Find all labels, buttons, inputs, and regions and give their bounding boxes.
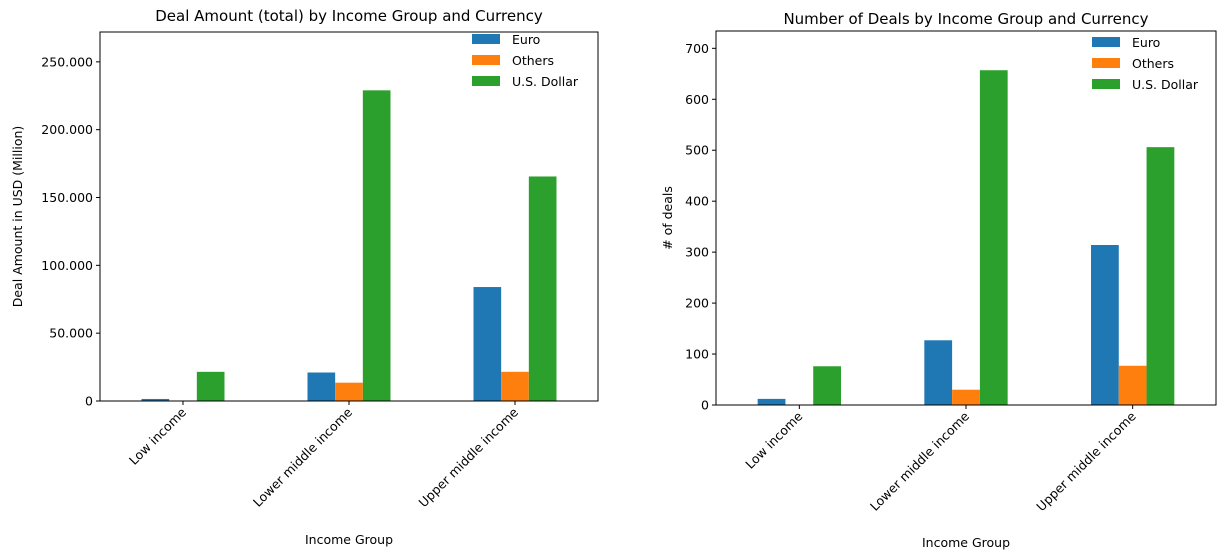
y-axis-label: # of deals xyxy=(660,186,675,250)
x-axis-label: Income Group xyxy=(305,532,393,547)
x-axis-label: Income Group xyxy=(922,535,1010,550)
bar-others-lower-middle-income xyxy=(335,382,363,401)
y-axis-label: Deal Amount in USD (Million) xyxy=(10,126,25,308)
bar-u-s-dollar-low-income xyxy=(813,366,841,405)
bar-others-upper-middle-income xyxy=(1118,365,1147,405)
chart-1: Deal Amount (total) by Income Group and … xyxy=(10,7,599,547)
chart-2: Number of Deals by Income Group and Curr… xyxy=(660,10,1217,550)
legend-label-euro: Euro xyxy=(1132,35,1160,50)
y-tick-label: 0 xyxy=(701,398,709,413)
y-tick-label: 600 xyxy=(685,92,709,107)
bar-others-lower-middle-income xyxy=(952,389,980,405)
x-tick-label: Low income xyxy=(742,408,805,471)
bar-u-s-dollar-upper-middle-income xyxy=(528,176,557,401)
y-tick-label: 700 xyxy=(685,41,709,56)
legend-label-u-s-dollar: U.S. Dollar xyxy=(1132,77,1199,92)
bar-euro-upper-middle-income xyxy=(1091,245,1119,405)
y-tick-label: 100.000 xyxy=(41,258,93,273)
legend-swatch-u-s-dollar xyxy=(472,76,500,86)
bar-u-s-dollar-low-income xyxy=(196,371,225,401)
x-tick-label: Low income xyxy=(126,404,189,467)
bar-others-upper-middle-income xyxy=(501,371,529,401)
bar-euro-upper-middle-income xyxy=(473,287,502,401)
y-tick-label: 300 xyxy=(685,245,709,260)
y-tick-label: 50.000 xyxy=(49,326,93,341)
y-tick-label: 200.000 xyxy=(41,122,93,137)
x-tick-label: Upper middle income xyxy=(416,404,522,510)
y-tick-label: 250.000 xyxy=(41,54,93,69)
chart-title: Deal Amount (total) by Income Group and … xyxy=(155,7,543,25)
legend-label-euro: Euro xyxy=(512,32,540,47)
bar-euro-low-income xyxy=(141,398,170,401)
bar-euro-low-income xyxy=(757,398,786,405)
y-tick-label: 150.000 xyxy=(41,190,93,205)
legend-swatch-euro xyxy=(472,34,500,44)
bar-euro-lower-middle-income xyxy=(924,340,953,405)
x-tick-label: Upper middle income xyxy=(1033,408,1139,514)
bar-euro-lower-middle-income xyxy=(307,372,336,401)
y-tick-label: 0 xyxy=(85,394,93,409)
chart-title: Number of Deals by Income Group and Curr… xyxy=(783,10,1148,28)
legend: Euro Others U.S. Dollar xyxy=(472,32,579,89)
legend-swatch-euro xyxy=(1092,37,1120,47)
y-tick-label: 500 xyxy=(685,143,709,158)
x-tick-label: Lower middle income xyxy=(867,408,972,513)
bar-u-s-dollar-lower-middle-income xyxy=(362,90,391,401)
y-tick-label: 100 xyxy=(685,347,709,362)
legend: Euro Others U.S. Dollar xyxy=(1092,35,1199,92)
y-tick-label: 200 xyxy=(685,296,709,311)
legend-label-others: Others xyxy=(1132,56,1174,71)
legend-swatch-others xyxy=(1092,58,1120,68)
bar-u-s-dollar-lower-middle-income xyxy=(979,70,1008,406)
legend-label-u-s-dollar: U.S. Dollar xyxy=(512,74,579,89)
legend-swatch-u-s-dollar xyxy=(1092,79,1120,89)
x-tick-label: Lower middle income xyxy=(250,404,355,509)
legend-swatch-others xyxy=(472,55,500,65)
legend-label-others: Others xyxy=(512,53,554,68)
y-tick-label: 400 xyxy=(685,194,709,209)
bar-u-s-dollar-upper-middle-income xyxy=(1146,147,1175,406)
